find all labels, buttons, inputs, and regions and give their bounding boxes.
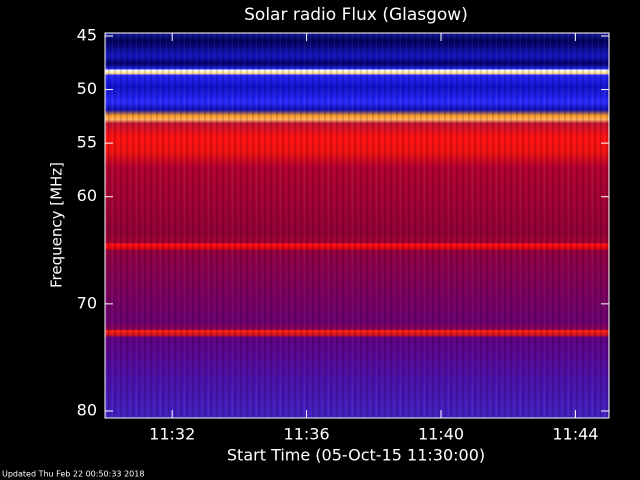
spectrogram-texture (105, 33, 609, 418)
y-tick-label: 50 (77, 79, 97, 98)
footer: Updated Thu Feb 22 00:50:33 2018 (2, 470, 144, 479)
x-axis-label: Start Time (05-Oct-15 11:30:00) (227, 446, 485, 465)
x-tick-label: 11:44 (552, 425, 598, 444)
chart-title: Solar radio Flux (Glasgow) (244, 5, 468, 25)
y-axis-label: Frequency [MHz] (48, 162, 66, 288)
x-tick-label: 11:36 (284, 425, 330, 444)
y-tick-label: 45 (77, 26, 97, 45)
y-tick-label: 55 (77, 133, 97, 152)
x-tick-label: 11:32 (149, 425, 195, 444)
y-tick-label: 70 (77, 293, 97, 312)
plot-frame (104, 32, 610, 419)
y-tick-label: 60 (77, 186, 97, 205)
y-tick-label: 80 (77, 401, 97, 420)
x-tick-label: 11:40 (418, 425, 464, 444)
